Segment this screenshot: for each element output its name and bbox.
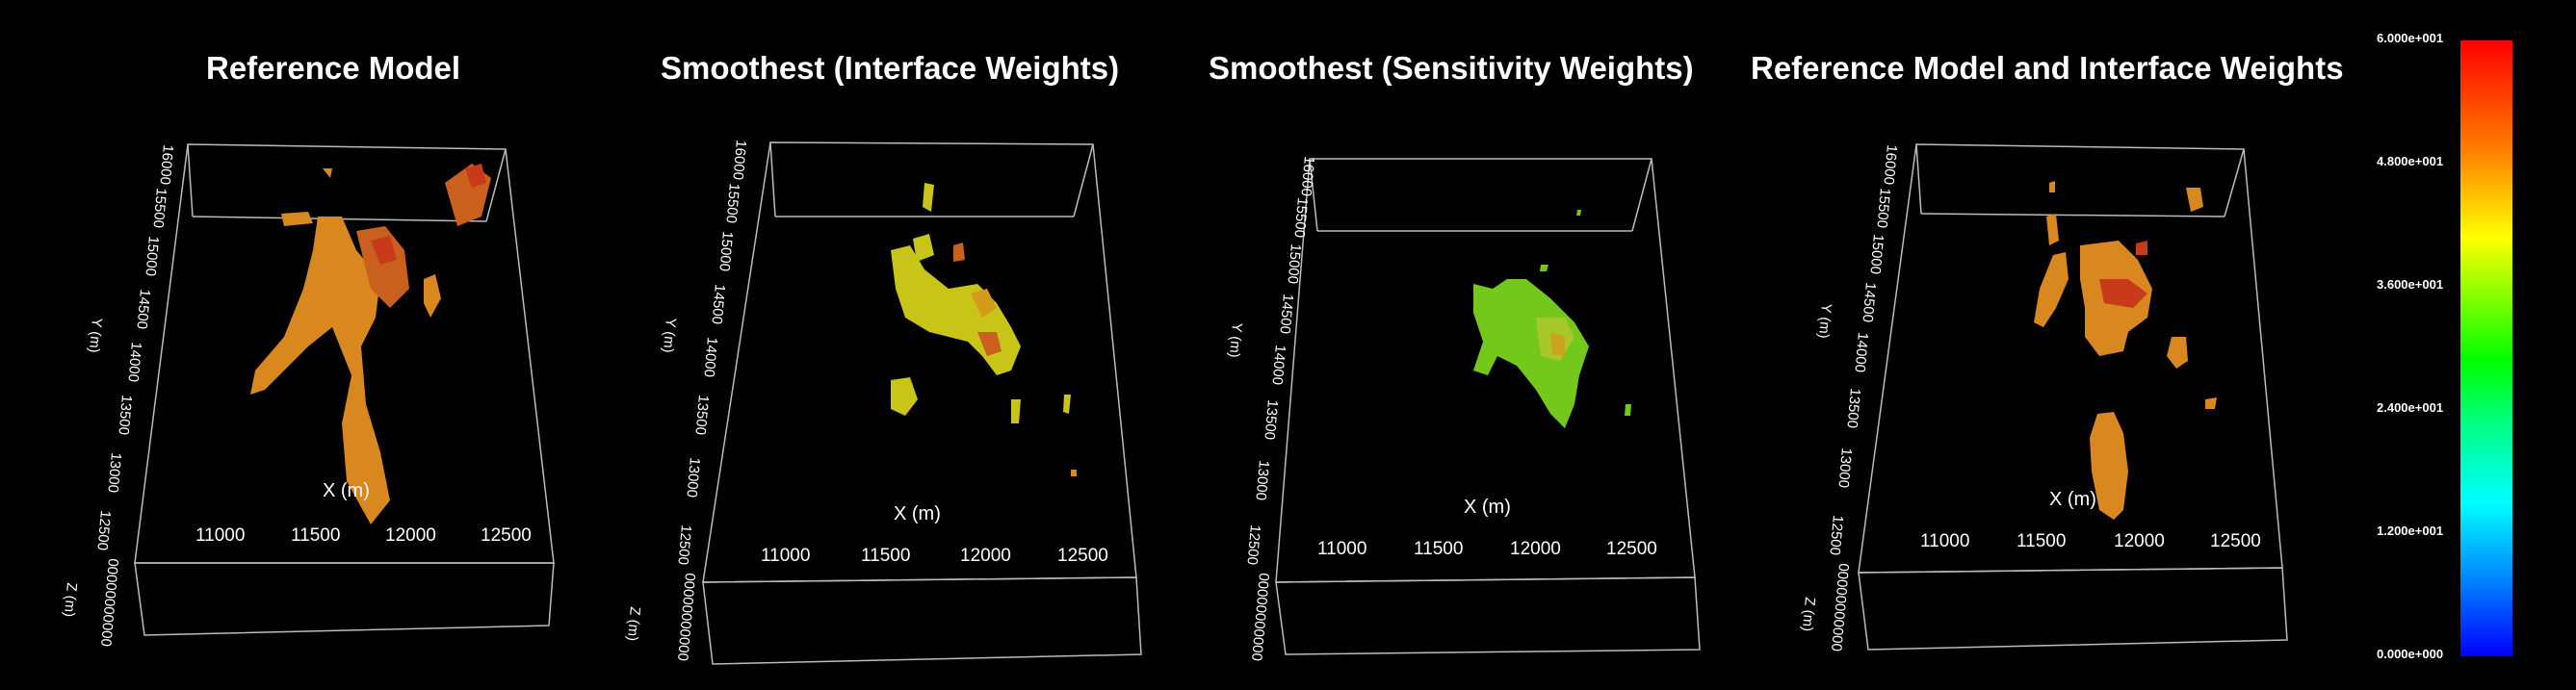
colorbar-label-max: 6.000e+001: [2377, 31, 2444, 45]
colorbar: [2460, 40, 2512, 656]
colorbar-label: 1.200e+001: [2377, 524, 2444, 538]
x-tick: 12500: [2210, 531, 2261, 551]
y-tick: 13000: [683, 457, 703, 498]
z-axis-label: Z (m): [624, 606, 643, 642]
x-axis-label: X (m): [894, 503, 941, 524]
y-tick: 15500: [1873, 188, 1893, 229]
y-tick: 14000: [700, 337, 720, 378]
x-tick: 11000: [195, 525, 245, 546]
y-tick: 14500: [708, 284, 728, 325]
volume-render-panel-1[interactable]: X (m) 11000 11500 12000 12500 16000 1550…: [0, 0, 578, 690]
y-tick: 14000: [1851, 332, 1871, 373]
x-tick: 12000: [2114, 531, 2165, 551]
y-tick: 12500: [93, 510, 114, 551]
y-tick: 15500: [722, 183, 742, 224]
x-axis-label: X (m): [2049, 489, 2096, 510]
y-tick: 15000: [1284, 243, 1304, 285]
x-tick: 11500: [861, 546, 910, 566]
anomaly-bodies: [250, 164, 491, 524]
z-ticks: 00000000000: [1248, 573, 1272, 662]
x-axis-label: X (m): [1464, 497, 1511, 518]
x-tick: 12500: [481, 525, 532, 546]
colorbar-label: 2.400e+001: [2377, 400, 2444, 415]
y-tick: 15500: [149, 188, 169, 229]
y-tick: 14500: [1859, 282, 1879, 323]
x-tick: 12000: [1510, 539, 1561, 559]
panel-title-reference-model: Reference Model: [206, 50, 461, 86]
x-tick: 12500: [1057, 546, 1108, 566]
x-axis-label: X (m): [323, 480, 370, 501]
y-axis-label: Y (m): [660, 318, 679, 354]
y-tick: 13000: [1252, 460, 1272, 501]
colorbar-label: 4.800e+001: [2377, 154, 2444, 168]
z-ticks: 00000000000: [674, 573, 698, 662]
x-tick: 11500: [1414, 539, 1463, 559]
y-tick: 14500: [133, 289, 153, 330]
panel-title-reference-interface: Reference Model and Interface Weights: [1751, 50, 2344, 86]
y-tick: 15000: [1866, 234, 1886, 275]
x-tick: 11000: [1317, 539, 1366, 559]
z-axis-label: Z (m): [61, 582, 80, 618]
y-axis-label: Y (m): [86, 318, 105, 354]
y-tick: 15000: [142, 236, 162, 277]
y-tick: 14500: [1276, 294, 1296, 335]
y-tick: 14000: [1268, 345, 1288, 386]
y-tick: 16000: [729, 140, 749, 181]
anomaly-bodies: [891, 183, 1077, 476]
y-tick: 13500: [115, 395, 135, 436]
x-tick: 11500: [291, 525, 340, 546]
z-ticks: 00000000000: [97, 558, 121, 648]
volume-render-panel-4[interactable]: X (m) 11000 11500 12000 12500 16000 1550…: [1743, 0, 2302, 690]
x-tick: 11000: [761, 546, 810, 566]
y-tick: 16000: [1880, 144, 1900, 186]
anomaly-bodies: [2034, 181, 2217, 520]
x-tick: 11000: [1920, 531, 1969, 551]
x-tick: 12000: [960, 546, 1011, 566]
panel-title-smoothest-interface: Smoothest (Interface Weights): [661, 50, 1120, 86]
volume-render-panel-3[interactable]: X (m) 11000 11500 12000 12500 16000 1550…: [1194, 0, 1733, 690]
y-tick: 13000: [104, 452, 124, 494]
y-tick: 13000: [1834, 447, 1855, 489]
y-tick: 15000: [716, 231, 736, 272]
y-tick: 13500: [1261, 399, 1281, 441]
anomaly-bodies: [1473, 210, 1631, 428]
y-tick: 12500: [674, 524, 694, 566]
y-tick: 14000: [124, 342, 144, 383]
y-axis-label: Y (m): [1226, 322, 1245, 359]
z-axis-label: Z (m): [1799, 597, 1818, 632]
y-tick: 13500: [1843, 388, 1863, 429]
panel-title-smoothest-sensitivity: Smoothest (Sensitivity Weights): [1209, 50, 1694, 86]
y-tick: 16000: [1297, 156, 1317, 197]
colorbar-label: 3.600e+001: [2377, 277, 2444, 292]
y-axis-label: Y (m): [1815, 303, 1834, 340]
y-tick: 13500: [691, 395, 712, 436]
y-tick: 15500: [1290, 197, 1311, 239]
x-tick: 12000: [385, 525, 436, 546]
z-ticks: 00000000000: [1828, 563, 1852, 652]
x-tick: 11500: [2017, 531, 2066, 551]
y-tick: 16000: [156, 144, 176, 186]
y-tick: 12500: [1826, 515, 1846, 556]
volume-render-panel-2[interactable]: X (m) 11000 11500 12000 12500 16000 1550…: [616, 0, 1156, 690]
colorbar-label-min: 0.000e+000: [2377, 647, 2444, 661]
x-tick: 12500: [1606, 539, 1657, 559]
y-tick: 12500: [1243, 524, 1263, 566]
